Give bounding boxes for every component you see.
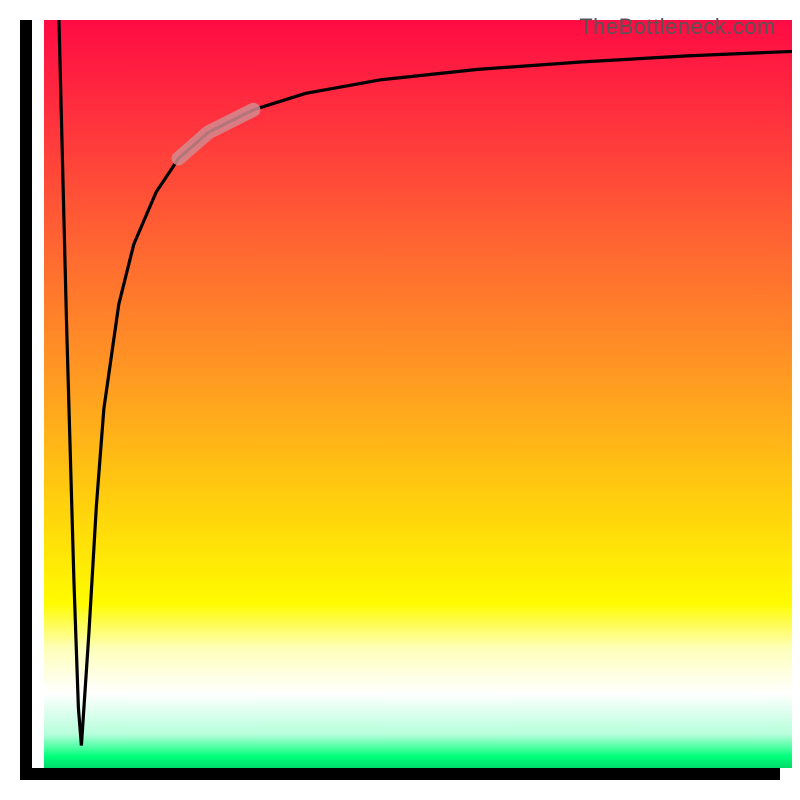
series-highlight-segment [179,110,254,159]
chart-frame: TheBottleneck.com [20,20,780,780]
chart-container: TheBottleneck.com [0,0,800,800]
series-down-stroke [59,20,81,746]
curves-layer [44,20,792,768]
plot-area [20,20,780,780]
watermark-text: TheBottleneck.com [579,14,776,40]
